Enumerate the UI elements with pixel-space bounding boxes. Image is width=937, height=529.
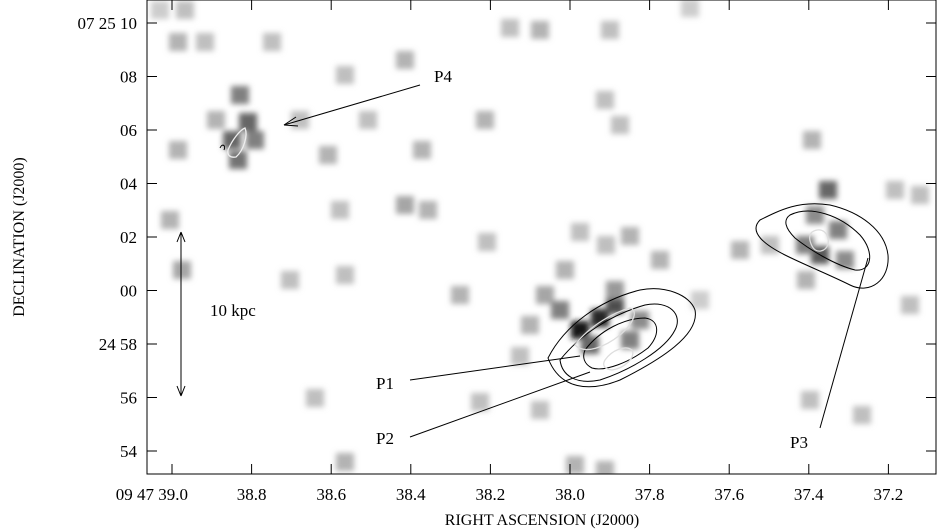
- blob: [471, 393, 489, 411]
- blob: [476, 111, 494, 129]
- blob: [556, 261, 574, 279]
- blob: [319, 146, 337, 164]
- blob: [651, 251, 669, 269]
- x-tick-label: 38.6: [316, 485, 346, 504]
- scale-bar-label: 10 kpc: [210, 301, 256, 320]
- blob: [246, 131, 264, 149]
- blob: [797, 271, 815, 289]
- blob: [478, 233, 496, 251]
- blob: [306, 389, 324, 407]
- x-axis-label: RIGHT ASCENSION (J2000): [445, 512, 639, 529]
- x-tick-label: 38.4: [396, 485, 426, 504]
- blob: [621, 227, 639, 245]
- blob: [596, 461, 614, 474]
- blob: [336, 453, 354, 471]
- y-tick-label: 00: [120, 282, 137, 301]
- x-tick-label: 37.8: [635, 485, 665, 504]
- blob: [263, 33, 281, 51]
- blob: [336, 66, 354, 84]
- blob: [229, 151, 247, 169]
- blob: [336, 266, 354, 284]
- blob: [597, 236, 615, 254]
- x-tick-label: 37.6: [714, 485, 744, 504]
- blob: [571, 223, 589, 241]
- blob: [806, 206, 824, 224]
- blob: [501, 19, 519, 37]
- blob: [239, 113, 257, 131]
- blob: [531, 21, 549, 39]
- blob: [396, 196, 414, 214]
- blob: [691, 291, 709, 309]
- x-tick-label: 37.4: [794, 485, 824, 504]
- blob: [511, 347, 529, 365]
- y-tick-label: 08: [120, 68, 137, 87]
- blob: [611, 116, 629, 134]
- blob: [161, 211, 179, 229]
- region-label: P3: [790, 433, 808, 452]
- blob: [173, 261, 191, 279]
- blob: [551, 301, 569, 319]
- blob: [853, 406, 871, 424]
- blob: [761, 236, 779, 254]
- region-label: P4: [434, 67, 452, 86]
- y-tick-label: 56: [120, 389, 137, 408]
- blob: [901, 296, 919, 314]
- blob: [801, 391, 819, 409]
- region-label: P2: [376, 429, 394, 448]
- blob: [886, 181, 904, 199]
- blob: [819, 181, 837, 199]
- blob: [413, 141, 431, 159]
- blob: [396, 51, 414, 69]
- blob: [803, 131, 821, 149]
- blob: [419, 201, 437, 219]
- blob: [566, 456, 584, 474]
- blob: [169, 33, 187, 51]
- axes: 09 47 39.0 38.8 38.6 38.4 38.2 38.0 37.8 37.6 37…: [78, 0, 936, 504]
- blob: [331, 201, 349, 219]
- x-tick-label: 38.8: [237, 485, 267, 504]
- blob: [601, 21, 619, 39]
- contours: [219, 127, 889, 388]
- blob: [621, 331, 639, 349]
- blob: [606, 281, 624, 299]
- region-label: P1: [376, 374, 394, 393]
- blob: [451, 286, 469, 304]
- blob: [231, 86, 249, 104]
- y-tick-label: 07 25 10: [78, 14, 138, 33]
- x-tick-label: 38.2: [476, 485, 506, 504]
- blob: [151, 1, 169, 19]
- blob: [359, 111, 377, 129]
- blob: [536, 286, 554, 304]
- y-tick-label: 02: [120, 228, 137, 247]
- blob: [631, 311, 649, 329]
- y-axis-label: DECLINATION (J2000): [11, 157, 28, 317]
- x-tick-label: 37.2: [874, 485, 904, 504]
- blob: [176, 1, 194, 19]
- blob: [531, 401, 549, 419]
- blob: [681, 0, 699, 17]
- x-tick-label: 09 47 39.0: [116, 485, 188, 504]
- pointers: [176, 84, 869, 438]
- blob: [836, 251, 854, 269]
- y-tick-label: 06: [120, 121, 137, 140]
- blob: [207, 111, 225, 129]
- blob: [281, 271, 299, 289]
- blob: [829, 221, 847, 239]
- blob: [521, 316, 539, 334]
- blob: [596, 91, 614, 109]
- blob: [169, 141, 187, 159]
- y-tick-label: 24 58: [99, 335, 137, 354]
- blob: [731, 241, 749, 259]
- blob: [911, 186, 929, 204]
- blob: [196, 33, 214, 51]
- y-tick-label: 04: [120, 175, 138, 194]
- x-tick-label: 38.0: [555, 485, 585, 504]
- y-tick-label: 54: [120, 442, 138, 461]
- blob: [581, 336, 599, 354]
